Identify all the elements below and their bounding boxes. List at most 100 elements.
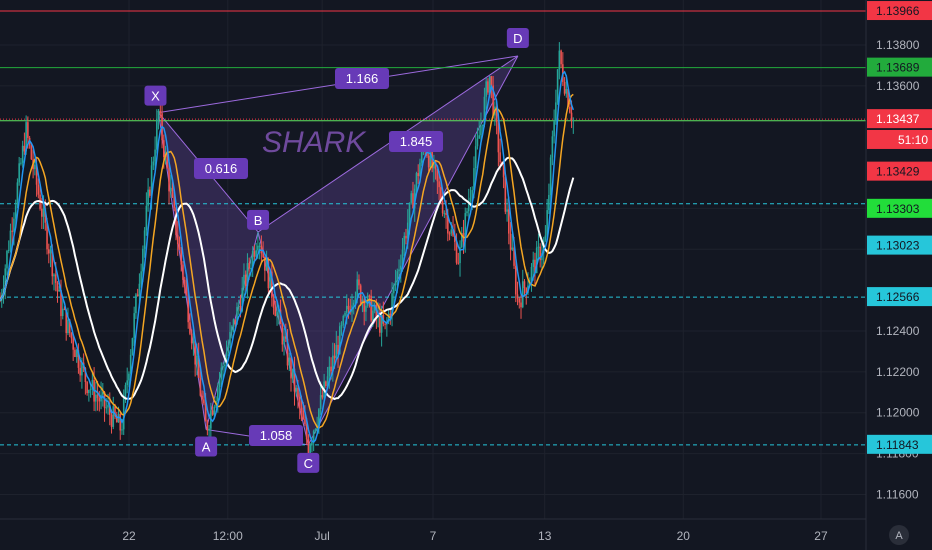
time-axis[interactable]: 22 12:00 Jul 7 13 20 27: [0, 518, 866, 543]
candle-body: [523, 281, 526, 289]
candle-body: [53, 274, 55, 277]
candle-body: [218, 379, 221, 388]
candle-body: [469, 197, 472, 202]
candle-body: [474, 146, 477, 169]
pattern-point-c-badge[interactable]: [297, 452, 320, 473]
ratio-badge-ac[interactable]: [249, 425, 303, 446]
candle-body: [480, 125, 482, 136]
time-tick-label: 22: [122, 529, 136, 543]
pattern-point-b-label: B: [254, 213, 263, 228]
candle-body: [332, 355, 334, 372]
auto-scale-circle: [889, 525, 909, 545]
candle-body: [44, 208, 47, 223]
price-tag-text: 1.11843: [876, 438, 919, 452]
candle-body: [560, 50, 562, 65]
candle-body: [466, 211, 468, 214]
pattern-point-b-badge[interactable]: [247, 209, 270, 230]
candle-body: [133, 313, 135, 339]
candle-body: [497, 122, 500, 153]
candle-body: [495, 106, 498, 123]
candle-body: [199, 377, 202, 396]
candle-body: [532, 259, 535, 267]
candle-body: [189, 322, 191, 334]
candle-body: [504, 177, 507, 212]
candle-body: [248, 263, 250, 269]
candle-body: [180, 249, 183, 265]
candle-body: [251, 251, 254, 268]
candle-body: [41, 208, 43, 217]
candle-body: [297, 388, 299, 397]
pattern-point-x-badge[interactable]: [144, 85, 167, 106]
candle-body: [98, 398, 101, 402]
ratio-badge-xd[interactable]: [335, 68, 389, 89]
candle-body: [398, 269, 400, 272]
candle-body: [4, 268, 7, 288]
auto-scale-button[interactable]: A: [889, 525, 909, 545]
candle-body: [391, 293, 393, 316]
candle-body: [352, 302, 355, 306]
candle-body: [291, 368, 294, 379]
candle-body: [440, 187, 442, 202]
candle-body: [61, 308, 64, 317]
time-tick-label: 13: [538, 529, 552, 543]
candle-body: [511, 247, 514, 250]
pattern-point-d-badge[interactable]: [506, 27, 529, 48]
candle-body: [185, 285, 188, 295]
pattern-name-label: SHARK: [262, 126, 367, 159]
ratio-label-xb: 0.616: [205, 161, 238, 176]
candle-body: [37, 184, 40, 195]
candle-body: [9, 230, 12, 250]
time-tick-label: 12:00: [213, 529, 243, 543]
candle-body: [401, 249, 404, 266]
candle-body: [79, 367, 81, 376]
candle-body: [286, 338, 289, 366]
candle-body: [96, 394, 99, 399]
horizontal-price-lines[interactable]: [0, 10, 866, 446]
candle-body: [403, 235, 406, 250]
candle-body: [328, 366, 331, 377]
candle-body: [534, 259, 536, 274]
candle-body: [126, 380, 129, 386]
candle-body: [436, 169, 439, 182]
candle-body: [539, 246, 541, 261]
candle-body: [337, 344, 339, 354]
price-tag-text: 1.13437: [876, 112, 920, 126]
candle-body: [293, 368, 296, 392]
ratio-label-ac: 1.058: [260, 428, 293, 443]
candle-body: [490, 76, 493, 86]
candle-body: [121, 429, 123, 431]
candle-body: [314, 429, 317, 432]
candle-body: [396, 271, 399, 282]
price-axis[interactable]: 1.116001.118001.120001.122001.124001.128…: [865, 0, 932, 550]
candle-body: [239, 306, 242, 312]
candle-body: [0, 300, 1, 302]
candle-body: [304, 419, 306, 425]
ratio-badge-xb[interactable]: [194, 158, 248, 179]
candle-body: [342, 315, 345, 326]
candle-body: [272, 297, 275, 308]
candle-body: [298, 396, 301, 408]
time-tick-label: 20: [677, 529, 691, 543]
price-tag-51:10: [867, 129, 932, 149]
candle-body: [535, 247, 538, 274]
pattern-point-a-badge[interactable]: [195, 436, 218, 457]
candle-body: [206, 421, 209, 431]
candle-body: [415, 173, 418, 189]
pattern-point-x-label: X: [151, 89, 160, 104]
candle-body: [443, 213, 446, 215]
price-tag-text: 1.13689: [876, 61, 920, 75]
candle-body: [211, 410, 214, 415]
candle-body: [168, 168, 170, 192]
ratio-badge-bd[interactable]: [389, 131, 443, 152]
candle-body: [502, 165, 505, 178]
candle-body: [485, 81, 487, 97]
candle-body: [75, 350, 78, 358]
candle-body: [483, 96, 486, 125]
price-tag-1.13303: [867, 198, 932, 218]
candle-body: [413, 188, 416, 209]
candle-body: [236, 307, 238, 325]
candle-body: [227, 345, 230, 353]
candle-body: [225, 352, 228, 365]
pattern-triangle-bcd[interactable]: [257, 55, 519, 447]
